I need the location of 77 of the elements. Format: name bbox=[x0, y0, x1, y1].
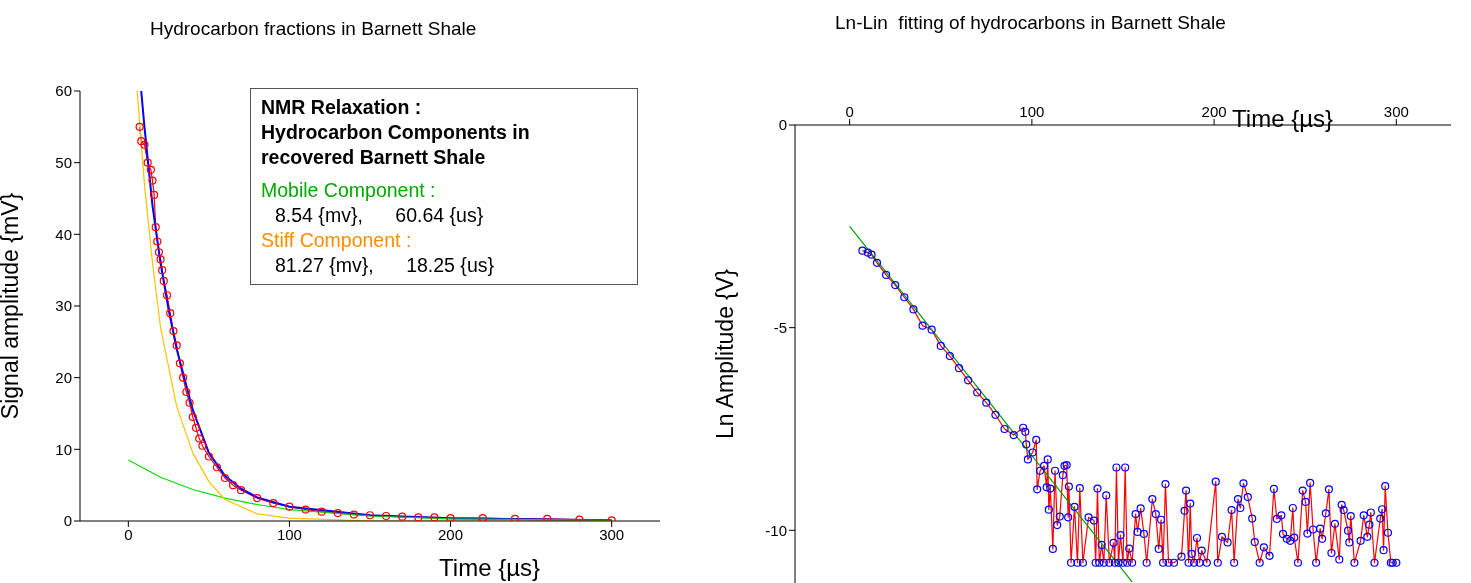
x-tick-label: 300 bbox=[1383, 103, 1409, 120]
annotation: 8.54 {mv}, 60.64 {us} bbox=[274, 203, 485, 228]
point bbox=[150, 190, 159, 200]
point bbox=[195, 434, 204, 443]
point bbox=[269, 498, 278, 508]
chart-title: Ln-Lin fitting of hydrocarbons in Barnett Shale bbox=[835, 12, 1226, 34]
x-axis-title: Time {µs} bbox=[1232, 105, 1333, 132]
point bbox=[382, 511, 391, 521]
point bbox=[153, 237, 162, 246]
x-tick-label: 100 bbox=[1019, 103, 1045, 120]
point bbox=[333, 509, 342, 518]
x-tick-label: 0 bbox=[124, 525, 133, 543]
point bbox=[510, 514, 520, 521]
x-tick-label: 100 bbox=[276, 525, 302, 543]
point bbox=[228, 481, 238, 490]
point bbox=[191, 423, 201, 432]
point bbox=[301, 505, 310, 514]
point bbox=[285, 502, 294, 511]
y-tick-label: 50 bbox=[55, 153, 72, 171]
point bbox=[188, 412, 197, 422]
point bbox=[158, 266, 167, 275]
y-tick-label: 0 bbox=[63, 512, 72, 530]
point bbox=[543, 514, 552, 521]
point bbox=[166, 309, 175, 318]
point bbox=[151, 223, 160, 232]
y-tick-label: -10 bbox=[765, 521, 787, 539]
y-axis-title: Signal amplitude {mV} bbox=[0, 192, 24, 420]
y-tick-label: 10 bbox=[55, 440, 72, 458]
point bbox=[185, 398, 194, 407]
chart-title: Hydrocarbon fractions in Barnett Shale bbox=[150, 18, 477, 40]
y-tick-label: 0 bbox=[778, 116, 787, 134]
annotation: Hydrocarbon Components in bbox=[261, 120, 531, 145]
point bbox=[317, 507, 326, 516]
point bbox=[446, 514, 455, 521]
point bbox=[253, 493, 262, 503]
point bbox=[237, 486, 246, 495]
y-tick-label: -5 bbox=[773, 318, 787, 336]
point bbox=[365, 511, 375, 520]
annotation: Stiff Component : bbox=[261, 228, 413, 253]
y-tick-label: 30 bbox=[55, 297, 72, 315]
point bbox=[162, 291, 172, 300]
point bbox=[198, 441, 207, 450]
point bbox=[135, 122, 144, 131]
point bbox=[140, 140, 149, 149]
point bbox=[154, 248, 164, 257]
point bbox=[478, 514, 487, 521]
point bbox=[172, 341, 181, 350]
point bbox=[143, 158, 152, 167]
point bbox=[146, 165, 155, 174]
annotation: NMR Relaxation : bbox=[261, 95, 423, 120]
point bbox=[204, 452, 213, 461]
point bbox=[148, 176, 157, 185]
y-tick-label: 40 bbox=[55, 225, 72, 243]
point bbox=[414, 513, 423, 521]
point bbox=[159, 276, 168, 286]
x-axis-title: Time {µs} bbox=[439, 554, 540, 581]
y-axis-title: Ln Amplitude {V} bbox=[712, 268, 739, 440]
point bbox=[398, 512, 407, 521]
point bbox=[182, 387, 191, 397]
x-tick-label: 300 bbox=[599, 525, 625, 543]
point bbox=[137, 137, 146, 146]
point bbox=[212, 463, 222, 472]
annotation: recovered Barnett Shale bbox=[261, 145, 487, 170]
annotation: Mobile Component : bbox=[261, 178, 437, 203]
annotation: 81.27 {mv}, 18.25 {us} bbox=[274, 253, 495, 278]
x-tick-label: 200 bbox=[438, 525, 464, 543]
y-tick-label: 60 bbox=[55, 82, 72, 100]
x-tick-label: 0 bbox=[845, 103, 854, 120]
x-tick-label: 200 bbox=[1201, 103, 1227, 120]
point bbox=[156, 255, 165, 264]
point bbox=[169, 326, 178, 336]
point bbox=[179, 373, 188, 382]
point bbox=[220, 473, 230, 483]
point bbox=[430, 513, 439, 521]
point bbox=[175, 359, 184, 368]
point bbox=[349, 510, 358, 519]
y-tick-label: 20 bbox=[55, 368, 72, 386]
